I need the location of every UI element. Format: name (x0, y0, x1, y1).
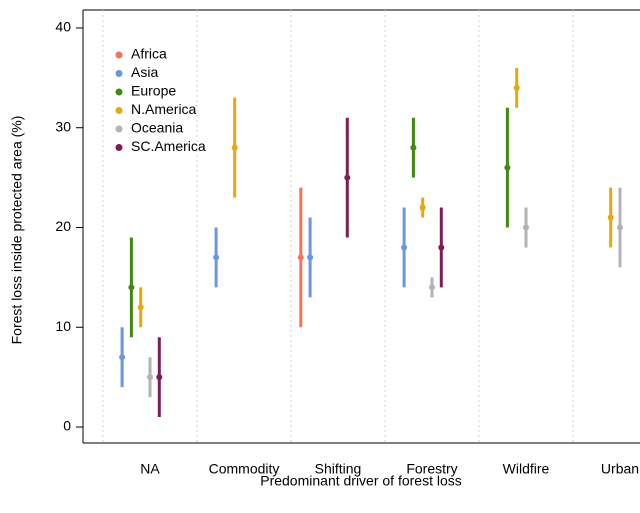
point (429, 284, 435, 291)
legend-label: N.America (131, 101, 197, 117)
legend-marker (115, 107, 123, 114)
y-tick-label: 20 (55, 218, 71, 234)
x-tick-label: Urban (601, 461, 639, 477)
point (607, 214, 614, 221)
point (513, 84, 520, 91)
x-tick-label: Shifting (315, 461, 362, 477)
point (344, 174, 351, 181)
point (410, 144, 417, 151)
point (438, 244, 445, 251)
legend-marker (115, 88, 123, 96)
y-tick-label: 30 (55, 118, 71, 134)
frame (82, 9, 640, 444)
point (523, 224, 529, 231)
point (401, 244, 408, 251)
point (617, 224, 623, 231)
y-tick-label: 40 (55, 19, 71, 35)
legend-marker (115, 70, 123, 77)
legend-marker (115, 144, 123, 151)
legend-label: Africa (131, 46, 167, 62)
point (147, 374, 153, 381)
y-tick-label: 10 (55, 318, 71, 334)
legend-label: Europe (131, 83, 176, 99)
legend-label: SC.America (131, 138, 206, 154)
point (119, 354, 126, 361)
point (128, 284, 135, 291)
point (231, 144, 238, 151)
y-tick-label: 0 (63, 418, 71, 434)
legend-marker (115, 51, 123, 59)
point (307, 254, 314, 261)
point (504, 164, 511, 171)
point (213, 254, 220, 261)
point (156, 374, 163, 381)
legend-label: Oceania (131, 120, 183, 136)
x-tick-label: Commodity (209, 461, 280, 477)
point (419, 204, 426, 211)
x-tick-label: Wildfire (503, 461, 550, 477)
x-axis-label: Predominant driver of forest loss (260, 473, 462, 489)
x-tick-label: NA (140, 461, 160, 477)
point (297, 254, 304, 261)
point (137, 304, 144, 311)
legend-label: Asia (131, 64, 158, 80)
x-tick-label: Forestry (406, 461, 457, 477)
legend-marker (115, 125, 123, 133)
y-axis-label: Forest loss inside protected area (%) (9, 116, 25, 345)
